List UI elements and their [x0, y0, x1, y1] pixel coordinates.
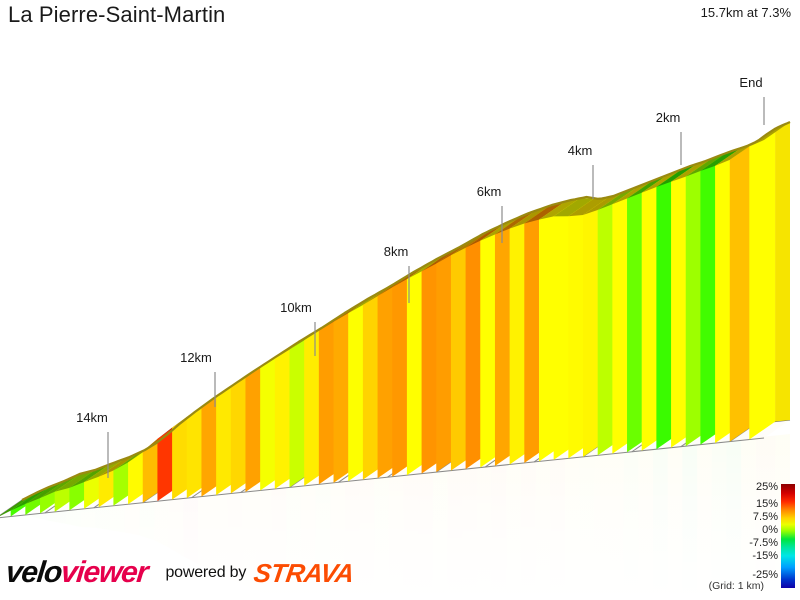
distance-marker-group: 14km 12km 10km 8km 6km 4km 2km End [76, 75, 765, 478]
distance-marker: 14km [76, 410, 109, 478]
legend-tick-label: 25% [755, 481, 778, 493]
distance-marker-label: 2km [656, 110, 681, 125]
legend-tick-label: 0% [762, 524, 778, 536]
gradient-legend-labels: 25% 15% 7.5% 0% -7.5% -15% -25% [710, 482, 778, 590]
distance-marker: 2km [656, 110, 682, 165]
distance-marker-label: End [739, 75, 762, 90]
distance-marker-label: 14km [76, 410, 108, 425]
distance-marker: 10km [280, 300, 316, 356]
veloviewer-logo-viewer: viewer [59, 556, 150, 589]
legend-tick-label: -25% [752, 569, 778, 581]
profile-reflection [0, 405, 800, 600]
legend-tick-label: -15% [752, 550, 778, 562]
powered-by-label: powered by [165, 564, 247, 581]
page-title: La Pierre-Saint-Martin [8, 2, 226, 27]
distance-marker-label: 8km [384, 244, 409, 259]
climb-stats: 15.7km at 7.3% [700, 5, 791, 20]
distance-marker: 4km [568, 143, 594, 199]
legend-tick-label: 7.5% [752, 511, 778, 523]
distance-marker-label: 12km [180, 350, 212, 365]
gradient-band [775, 122, 790, 422]
distance-marker-label: 6km [477, 184, 502, 199]
grid-note: (Grid: 1 km) [708, 580, 764, 592]
veloviewer-logo-velo: velo [4, 556, 64, 589]
strava-logo: STRAVA [252, 557, 356, 588]
distance-marker: 6km [477, 184, 503, 243]
distance-marker-label: 10km [280, 300, 312, 315]
distance-marker: End [739, 75, 765, 125]
profile-ridge-line [21, 120, 791, 501]
distance-marker: 8km [384, 244, 410, 303]
gradient-legend: 25% 15% 7.5% 0% -7.5% -15% -25% [705, 482, 797, 592]
legend-tick-label: -7.5% [749, 537, 778, 549]
distance-marker-label: 4km [568, 143, 593, 158]
legend-tick-label: 15% [755, 498, 778, 510]
gradient-color-bar [781, 484, 795, 588]
branding-footer: velo viewer powered by STRAVA [4, 556, 356, 590]
distance-marker: 12km [180, 350, 216, 407]
